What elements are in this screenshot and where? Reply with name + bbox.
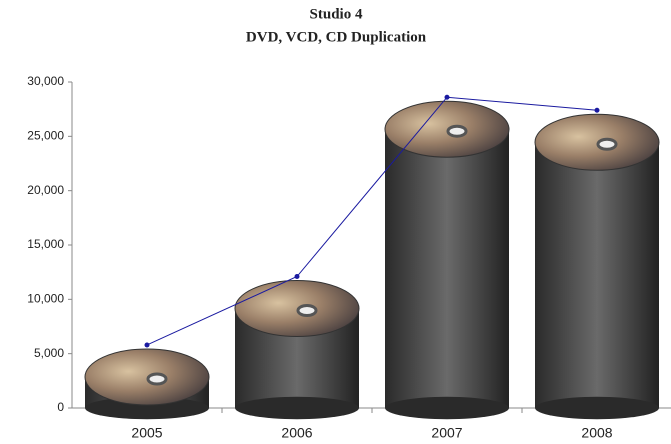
marker xyxy=(594,107,600,113)
disc-hole xyxy=(296,304,318,318)
stack-bottom xyxy=(235,396,359,420)
y-tick-label: 10,000 xyxy=(27,292,64,306)
disc-stack xyxy=(234,280,360,420)
disc-stack xyxy=(84,348,210,420)
x-tick-label: 2007 xyxy=(431,425,462,441)
stack-bottom xyxy=(85,396,209,420)
chart-title: Studio 4 xyxy=(310,6,363,22)
marker xyxy=(294,274,300,280)
x-tick-label: 2005 xyxy=(131,425,162,441)
disc-hole xyxy=(146,372,168,386)
marker xyxy=(144,342,150,348)
stack-bottom xyxy=(385,396,509,420)
x-tick-label: 2006 xyxy=(281,425,312,441)
stack-body xyxy=(385,129,509,409)
y-tick-label: 30,000 xyxy=(27,74,64,88)
chart-subtitle: DVD, VCD, CD Duplication xyxy=(246,29,427,45)
disc-hole xyxy=(596,137,618,151)
y-tick-label: 25,000 xyxy=(27,129,64,143)
y-tick-label: 0 xyxy=(57,400,64,414)
stack-bottom xyxy=(535,396,659,420)
disc-stack xyxy=(534,113,660,420)
x-tick-label: 2008 xyxy=(581,425,612,441)
stack-body xyxy=(535,142,659,408)
y-tick-label: 20,000 xyxy=(27,183,64,197)
y-tick-label: 15,000 xyxy=(27,237,64,251)
disc-hole xyxy=(446,124,468,138)
disc-stack xyxy=(384,100,510,420)
line xyxy=(146,96,598,346)
y-tick-label: 5,000 xyxy=(34,346,64,360)
marker xyxy=(444,94,450,100)
